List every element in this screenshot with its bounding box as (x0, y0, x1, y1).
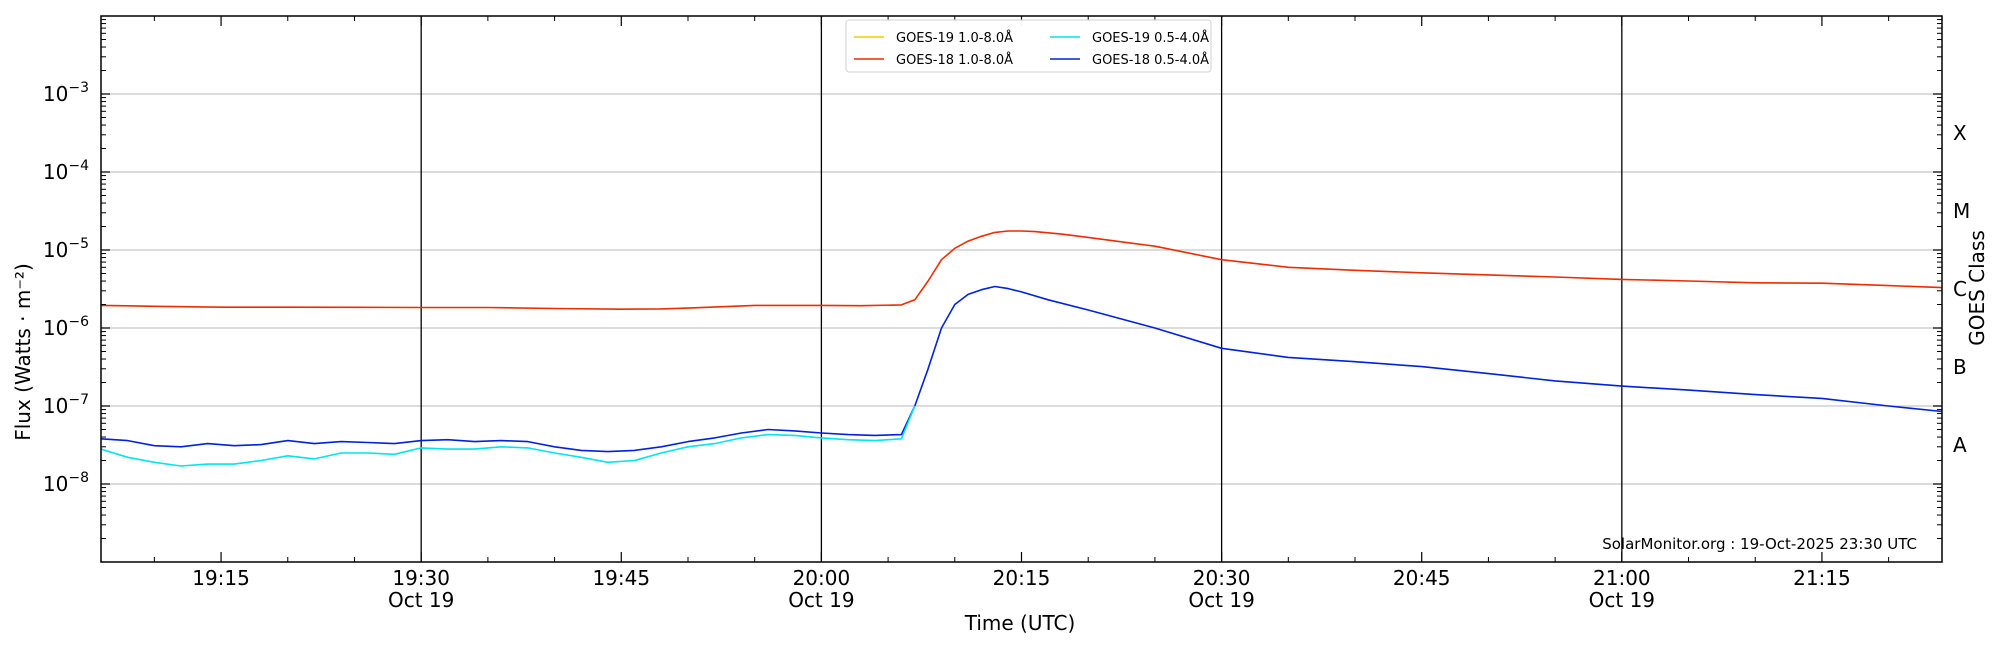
x-tick-sublabel: Oct 19 (1589, 588, 1655, 612)
x-tick-label: 20:45 (1393, 566, 1451, 590)
y-tick-label: 10−7 (43, 392, 89, 418)
x-tick-label: 20:15 (993, 566, 1051, 590)
x-tick-label: 19:45 (592, 566, 650, 590)
data-series (100, 230, 1943, 467)
plot-frame (100, 15, 1943, 563)
grid-lines (101, 93, 1942, 485)
x-tick-label: 19:30 (392, 566, 450, 590)
series-line-goes-18-1-0-8-0- (100, 230, 1943, 310)
goes-class-label: B (1953, 355, 1967, 379)
legend-label: GOES-19 1.0-8.0Å (896, 30, 1013, 46)
y-tick-label: 10−3 (43, 80, 89, 106)
goes-class-label: C (1953, 277, 1967, 301)
right-axis-label: GOES Class (1965, 230, 1989, 346)
x-tick-sublabel: Oct 19 (388, 588, 454, 612)
legend-label: GOES-18 1.0-8.0Å (896, 52, 1013, 68)
goes-class-label: A (1953, 433, 1967, 457)
y-tick-label: 10−6 (43, 314, 89, 340)
legend-box (845, 19, 1212, 73)
series-line-goes-18-0-5-4-0- (100, 285, 1943, 453)
x-axis-label: Time (UTC) (964, 611, 1076, 635)
series-line-goes-19-0-5-4-0- (100, 405, 916, 467)
x-tick-label: 19:15 (192, 566, 250, 590)
x-tick-label: 20:00 (793, 566, 851, 590)
credit-text: SolarMonitor.org : 19-Oct-2025 23:30 UTC (1602, 535, 1917, 553)
vertical-time-lines (420, 16, 1623, 562)
y-axis-label: Flux (Watts · m⁻²) (11, 263, 35, 441)
x-tick-label: 21:15 (1793, 566, 1851, 590)
y-tick-label: 10−5 (43, 236, 89, 262)
legend: GOES-19 1.0-8.0Å GOES-19 0.5-4.0Å GOES-18 … (845, 19, 1212, 73)
x-tick-label: 21:00 (1593, 566, 1651, 590)
y-tick-label: 10−4 (43, 158, 89, 184)
y-tick-label: 10−8 (43, 470, 89, 496)
x-tick-label: 20:30 (1193, 566, 1251, 590)
x-tick-sublabel: Oct 19 (788, 588, 854, 612)
legend-label: GOES-19 0.5-4.0Å (1092, 30, 1209, 46)
legend-label: GOES-18 0.5-4.0Å (1092, 52, 1209, 68)
x-tick-sublabel: Oct 19 (1188, 588, 1254, 612)
goes-class-label: M (1953, 199, 1970, 223)
goes-class-label: X (1953, 121, 1967, 145)
